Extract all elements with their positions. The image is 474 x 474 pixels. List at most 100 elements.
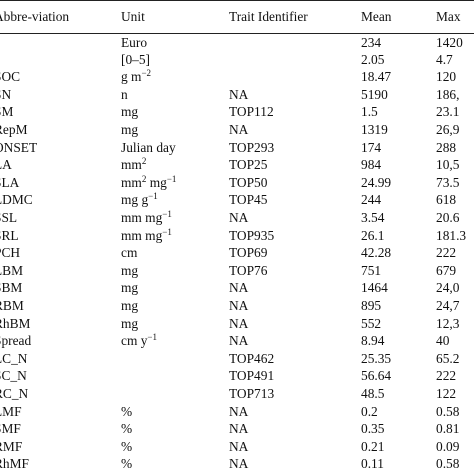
cell-unit: Euro	[121, 33, 229, 51]
unit-text: mg	[121, 298, 139, 313]
cell-abbreviation: SSL	[0, 210, 18, 226]
unit-superscript: −2	[141, 68, 152, 79]
cell-mean: 174	[361, 139, 382, 155]
cell-trait-identifier: TOP69	[229, 245, 268, 261]
table-row: LMF% NA 0.2 0.58	[0, 402, 474, 420]
cell-unit: mm2 mg−1	[121, 174, 229, 192]
unit-text: Euro	[121, 35, 148, 51]
table-row: PCH cm TOP69 42.28 222	[0, 244, 474, 262]
cell-mean: 552	[361, 315, 382, 331]
unit-text: cm y	[121, 333, 148, 349]
cell-abbreviation: SOC	[0, 69, 21, 85]
cell-unit: %	[121, 438, 229, 456]
cell-max: 4.7	[436, 51, 453, 67]
table-row: RhMF% NA 0.11 0.58	[0, 455, 474, 473]
cell-mean: 18.47	[361, 69, 392, 85]
cell-max: 24,0	[436, 280, 460, 296]
cell-abbreviation: RBM	[0, 298, 24, 313]
unit-superscript: 2	[141, 173, 147, 184]
cell-max: 1420	[436, 35, 463, 51]
cell-mean: 244	[361, 192, 382, 208]
cell-trait-identifier: TOP491	[229, 368, 275, 384]
cell-max: 618	[436, 192, 457, 208]
cell-trait-identifier: TOP45	[229, 192, 268, 208]
cell-mean: 26.1	[361, 227, 385, 243]
table-row: LBM mg TOP76 751 679	[0, 262, 474, 280]
cell-unit	[121, 367, 229, 385]
cell-abbreviation: SC_N	[0, 368, 27, 384]
cell-abbreviation: LDMC	[0, 192, 33, 208]
unit-text: mg	[121, 315, 139, 331]
cell-unit: mg	[121, 297, 229, 315]
cell-abbreviation: ONSET	[0, 139, 38, 155]
table-row: RhBM mg NA 552 12,3	[0, 315, 474, 333]
cell-abbreviation: RhBM	[0, 315, 31, 331]
unit-text: mg	[121, 280, 139, 296]
unit-text: mg	[121, 104, 139, 120]
cell-max: 222	[436, 245, 457, 261]
cell-abbreviation: RhMF	[0, 456, 29, 472]
unit-text: mm	[121, 174, 142, 190]
cell-mean: 24.99	[361, 174, 392, 190]
cell-trait-identifier: NA	[229, 403, 249, 419]
unit-text: g m	[121, 69, 142, 85]
cell-max: 181.3	[436, 227, 467, 243]
unit-superscript: −1	[162, 209, 172, 220]
cell-unit: mm mg−1	[121, 227, 229, 245]
table-row: RMF% NA 0.21 0.09	[0, 438, 474, 456]
cell-mean: 234	[361, 35, 382, 51]
unit-text: mg	[121, 262, 139, 278]
cell-mean: 1464	[361, 280, 388, 296]
table-row: SMF% NA 0.35 0.81	[0, 420, 474, 438]
table-row: SC_N TOP491 56.64 222	[0, 367, 474, 385]
cell-abbreviation: LC_N	[0, 350, 28, 366]
cell-max: 120	[436, 69, 457, 85]
cell-abbreviation: SMF	[0, 421, 21, 437]
cell-mean: 5190	[361, 86, 388, 102]
cell-trait-identifier: NA	[229, 280, 249, 296]
cell-max: 122	[436, 385, 457, 401]
cell-unit: mg	[121, 262, 229, 280]
cell-unit: n	[121, 86, 229, 104]
cell-max: 679	[436, 262, 457, 278]
cell-trait-identifier	[229, 68, 361, 86]
cell-abbreviation: Spread	[0, 333, 32, 349]
table-row: RBM mg NA 895 24,7	[0, 297, 474, 315]
unit-text: [0–5]	[121, 51, 151, 67]
cell-trait-identifier: TOP935	[229, 227, 275, 243]
cell-mean: 1319	[361, 122, 388, 138]
cell-abbreviation: SRL	[0, 227, 19, 243]
cell-abbreviation: SM	[0, 104, 14, 120]
unit-superscript: 2	[141, 156, 147, 167]
unit-text: mg	[121, 122, 139, 138]
cell-unit: %	[121, 402, 229, 420]
cell-mean: 0.21	[361, 438, 385, 454]
cell-max: 73.5	[436, 174, 460, 190]
cell-mean: 895	[361, 298, 382, 313]
cell-mean: 48.5	[361, 385, 385, 401]
header-max: Max	[436, 8, 461, 24]
cell-mean: 0.2	[361, 403, 378, 419]
cell-max: 0.09	[436, 438, 460, 454]
cell-trait-identifier: NA	[229, 210, 249, 226]
cell-max: 186,	[436, 86, 460, 102]
cell-mean: 56.64	[361, 368, 392, 384]
unit-text: cm	[121, 245, 138, 261]
cell-mean: 0.11	[361, 456, 384, 472]
cell-abbreviation: RMF	[0, 438, 23, 454]
table-row: RepM mg NA 1319 26,9	[0, 121, 474, 139]
cell-max: 20.6	[436, 210, 460, 226]
unit-text: %	[121, 438, 133, 454]
table-row: Euro 234 1420	[0, 33, 474, 51]
unit-superscript: −1	[162, 226, 172, 237]
unit-text: n	[121, 86, 128, 102]
cell-max: 10,5	[436, 157, 460, 173]
cell-max: 40	[436, 333, 450, 349]
cell-trait-identifier: NA	[229, 315, 249, 331]
cell-trait-identifier: TOP713	[229, 385, 275, 401]
cell-unit	[121, 350, 229, 368]
cell-mean: 984	[361, 157, 382, 173]
